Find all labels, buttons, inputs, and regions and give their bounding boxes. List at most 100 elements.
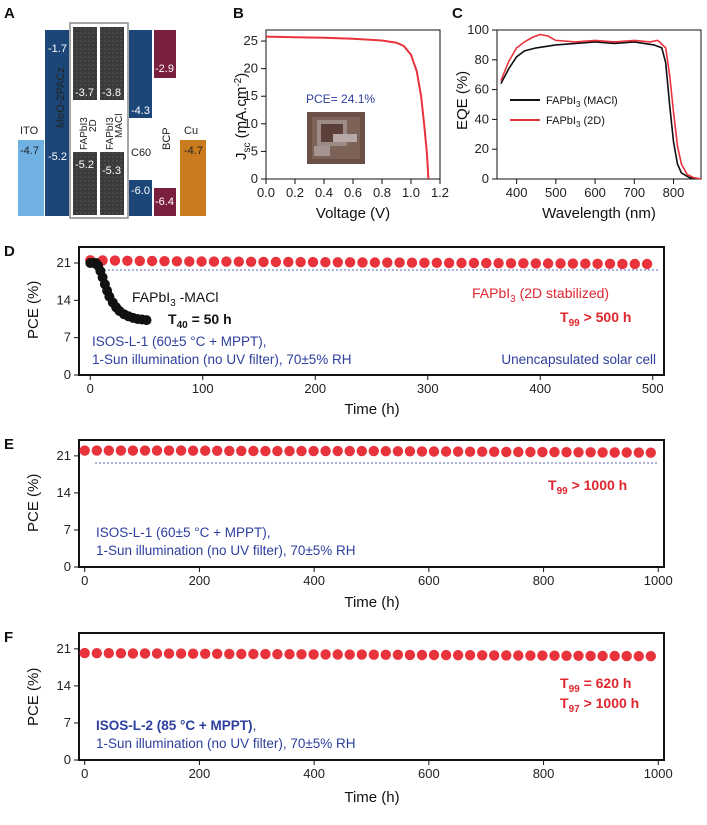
d-point-2d — [431, 257, 442, 268]
ito-label: ITO — [20, 125, 39, 137]
e-point-2d — [115, 445, 127, 456]
cu-value: -4.7 — [184, 145, 203, 157]
d-point-2d — [295, 256, 306, 268]
f-point-2d — [416, 649, 428, 661]
fapbi3-macl-lumo: -3.8 — [102, 87, 121, 99]
fapbi3-2d-lumo: -3.7 — [75, 87, 94, 99]
fapbi3-2d-homo: -5.2 — [75, 159, 94, 171]
e-point-2d — [344, 445, 355, 457]
bcp-lumo: -2.9 — [155, 63, 174, 75]
eqe-ytick-label: 0 — [482, 171, 489, 186]
bcp-top-bar — [154, 30, 176, 78]
e-xtick-label: 600 — [418, 573, 440, 588]
pce-annotation: PCE= 24.1% — [306, 92, 375, 106]
e-point-2d — [187, 445, 199, 456]
e-point-2d — [501, 446, 512, 458]
e-point-2d — [452, 446, 464, 457]
perovskite-frame — [69, 22, 129, 219]
e-point-2d — [621, 447, 632, 458]
fapbi3-macl-label-2: MACl — [114, 114, 125, 138]
eqe-xtick-label: 400 — [506, 185, 528, 200]
panel-letter-a: A — [4, 5, 15, 22]
panel-letter-f: F — [4, 629, 13, 646]
eqe-ytick-label: 60 — [475, 82, 489, 97]
f-xtick-label: 800 — [533, 766, 555, 781]
d-point-2d — [530, 258, 541, 269]
e-point-2d — [320, 445, 331, 457]
d-point-2d — [443, 257, 455, 269]
d-note: Unencapsulated solar cell — [501, 352, 656, 367]
d-point-2d — [369, 257, 381, 268]
e-point-2d — [200, 445, 211, 456]
f-point-2d — [621, 650, 632, 662]
f-point-2d — [464, 650, 476, 661]
e-ytick-label: 21 — [57, 448, 71, 463]
f-point-2d — [187, 648, 199, 659]
d-point-2d — [221, 256, 232, 267]
d-xtick-label: 100 — [192, 381, 214, 396]
d-xtick-label: 400 — [529, 381, 551, 396]
f-point-2d — [573, 650, 584, 661]
f-xtick-label: 200 — [189, 766, 211, 781]
f-ytick-label: 21 — [57, 641, 71, 656]
e-point-2d — [464, 446, 476, 457]
d-2d-label: FAPbI3 (2D stabilized) — [472, 285, 609, 305]
d-point-2d — [344, 257, 356, 268]
f-point-2d — [597, 650, 608, 662]
e-xtick-label: 0 — [81, 573, 88, 588]
eqe-ylabel: EQE (%) — [454, 71, 471, 130]
f-point-2d — [344, 649, 355, 660]
d-point-2d — [493, 258, 504, 269]
d-point-2d — [580, 258, 591, 269]
fapbi3-macl-label-box — [100, 100, 124, 152]
eqe-xtick-label: 800 — [663, 185, 685, 200]
f-point-2d — [127, 648, 139, 659]
d-point-2d — [171, 256, 183, 267]
f-point-2d — [139, 648, 151, 659]
f-point-2d — [392, 649, 404, 660]
e-xtick-label: 400 — [303, 573, 325, 588]
e-point-2d — [440, 446, 452, 457]
eqe-xlabel: Wavelength (nm) — [542, 205, 656, 222]
f-point-2d — [428, 649, 440, 661]
d-point-2d — [233, 256, 244, 267]
d-point-2d — [208, 256, 220, 267]
jv-ytick-label: 20 — [244, 61, 258, 76]
c60-lumo: -4.3 — [131, 105, 150, 117]
f-point-2d — [79, 647, 90, 659]
stability-chart-d: 0 100 200 300 400 500 0 7 14 21 FAPbI3 -MACl T40… — [25, 246, 665, 418]
d-ytick-label: 21 — [57, 255, 71, 270]
f-t99-label: T99 = 620 h — [560, 675, 631, 695]
f-point-2d — [440, 649, 452, 661]
stability-chart-e: 0 200 400 600 800 1000 0 7 14 21 T99 > 1000 h IS… — [25, 439, 673, 611]
d-point-2d — [270, 256, 282, 268]
jv-xlabel: Voltage (V) — [316, 205, 390, 222]
jv-ytick-label: 25 — [244, 33, 258, 48]
d-point-2d — [320, 257, 331, 268]
c60-label: C60 — [131, 147, 151, 159]
f-point-2d — [609, 650, 620, 662]
f-point-2d — [380, 649, 391, 660]
e-point-2d — [91, 445, 103, 456]
d-point-2d — [196, 256, 207, 267]
d-xtick-label: 200 — [304, 381, 326, 396]
f-point-2d — [91, 648, 103, 659]
e-point-2d — [392, 446, 404, 457]
fapbi3-2d-label-box — [73, 100, 97, 152]
d-conditions-1: ISOS-L-1 (60±5 °C + MPPT), — [92, 334, 266, 349]
d-xtick-label: 300 — [417, 381, 439, 396]
bcp-homo: -6.4 — [155, 196, 174, 208]
f-point-2d — [477, 650, 488, 661]
e-point-2d — [139, 445, 151, 456]
d-point-2d — [555, 258, 566, 269]
e-point-2d — [212, 445, 223, 456]
d-conditions-2: 1-Sun illumination (no UV filter), 70±5%… — [92, 352, 352, 367]
panel-letter-d: D — [4, 243, 15, 260]
eqe-ytick-label: 40 — [475, 111, 489, 126]
d-point-2d — [592, 258, 603, 269]
e-point-2d — [79, 445, 90, 456]
f-ytick-label: 14 — [57, 678, 71, 693]
d-point-2d — [481, 257, 492, 269]
d-point-2d — [518, 258, 529, 269]
e-xtick-label: 800 — [533, 573, 555, 588]
